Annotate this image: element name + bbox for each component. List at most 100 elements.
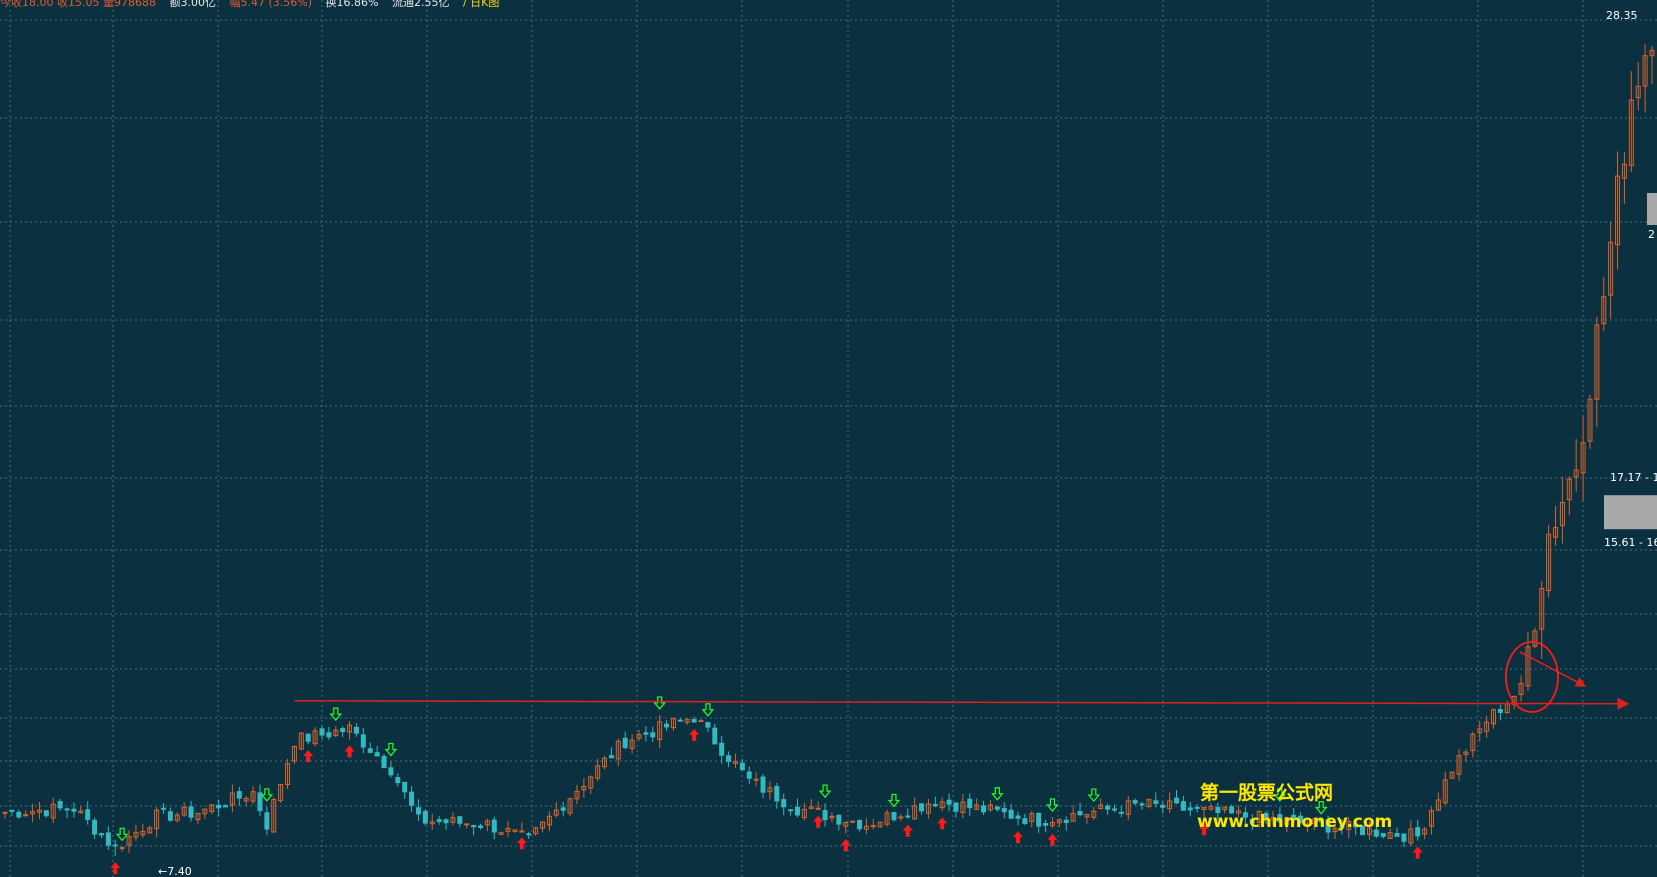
signal-arrows (110, 696, 1423, 875)
candle-up (464, 823, 470, 826)
candle-down (477, 825, 483, 828)
buy-signal-arrow (1013, 831, 1024, 844)
candle-down (71, 808, 77, 812)
watermark-title: 第一股票公式网 (1200, 782, 1334, 804)
candle-down (1373, 829, 1379, 837)
sell-signal-arrow (329, 707, 343, 722)
candle-down (43, 810, 49, 817)
candle-up (1332, 827, 1338, 833)
candle-down (1325, 819, 1331, 833)
candle-down (326, 732, 332, 738)
candle-up (925, 803, 931, 814)
candle-down (360, 734, 366, 748)
quote-float-shares: 流通2.55亿 (391, 0, 450, 9)
candle-down (643, 732, 649, 735)
candle-up (636, 734, 642, 739)
candle-up (312, 730, 318, 745)
candle-up (243, 798, 249, 802)
candle-down (1077, 811, 1083, 816)
candle-up (629, 739, 635, 749)
buy-signal-arrow (1047, 833, 1058, 846)
candle-down (1318, 819, 1324, 823)
candle-up (291, 745, 297, 762)
candle-down (415, 807, 421, 815)
sell-signal-arrow (701, 703, 715, 717)
candle-down (712, 727, 718, 745)
candle-up (50, 803, 56, 819)
candle-up (698, 720, 704, 723)
candle-down (994, 806, 1000, 810)
candle-down (1401, 833, 1407, 842)
candle-down (946, 799, 952, 805)
candle-up (1070, 813, 1076, 822)
candle-down (471, 824, 477, 828)
candle-down (1001, 807, 1007, 813)
candle-down (264, 812, 270, 830)
candle-up (1587, 398, 1593, 442)
candle-down (1298, 815, 1304, 824)
candle-down (436, 819, 442, 822)
candle-down (1036, 812, 1042, 827)
candle-up (615, 740, 621, 760)
candle-down (1139, 803, 1145, 806)
candle-up (23, 814, 29, 817)
candle-up (519, 830, 525, 833)
candle-down (367, 748, 373, 753)
candle-up (1525, 646, 1531, 687)
candle-down (891, 811, 897, 821)
candle-up (195, 812, 201, 821)
candle-up (1428, 810, 1434, 827)
candle-up (540, 821, 546, 829)
candle-down (981, 805, 987, 813)
candle-up (1146, 798, 1152, 807)
candle-down (236, 791, 242, 799)
candle-down (491, 819, 497, 833)
candle-up (484, 820, 490, 826)
buy-signal-arrow (937, 817, 948, 830)
candle-down (1118, 811, 1124, 814)
candles (2, 44, 1655, 857)
candle-up (553, 809, 559, 816)
candle-up (250, 791, 256, 802)
sell-signal-arrow (1046, 798, 1059, 812)
candle-down (953, 802, 959, 812)
candle-down (1263, 812, 1269, 819)
candle-down (905, 815, 911, 818)
candle-down (1022, 818, 1028, 824)
price-box-lower (1604, 495, 1657, 530)
candle-up (1463, 751, 1469, 755)
candle-up (1566, 478, 1572, 501)
candle-up (181, 806, 187, 816)
candle-up (119, 847, 125, 850)
candle-down (409, 791, 415, 806)
candle-up (870, 825, 876, 828)
candle-up (684, 719, 690, 723)
watermark-url: www.chnmoney.com (1197, 812, 1393, 832)
candle-up (298, 732, 304, 750)
price-box-upper (1647, 193, 1657, 225)
candle-down (395, 777, 401, 784)
candle-up (595, 765, 601, 779)
candle-up (1236, 810, 1242, 814)
candle-down (1008, 809, 1014, 819)
candle-down (1497, 709, 1503, 713)
candle-up (670, 718, 676, 729)
buy-signal-arrow (303, 750, 314, 763)
candle-down (967, 798, 973, 809)
candle-down (1291, 814, 1297, 819)
candle-down (677, 719, 683, 722)
candle-up (1408, 828, 1414, 844)
candle-down (822, 810, 828, 821)
buy-signal-arrow (344, 745, 355, 758)
candle-up (1635, 85, 1641, 99)
candle-down (340, 728, 346, 733)
annotations-back (1604, 193, 1657, 530)
candle-down (726, 755, 732, 762)
candle-up (1608, 241, 1614, 296)
candle-up (450, 817, 456, 823)
candle-up (1621, 163, 1627, 179)
candle-up (1477, 728, 1483, 734)
quote-info-bar: 今收18.00 收15.05 量978688 额3.00亿 幅5.47 (3.5… (0, 0, 509, 9)
